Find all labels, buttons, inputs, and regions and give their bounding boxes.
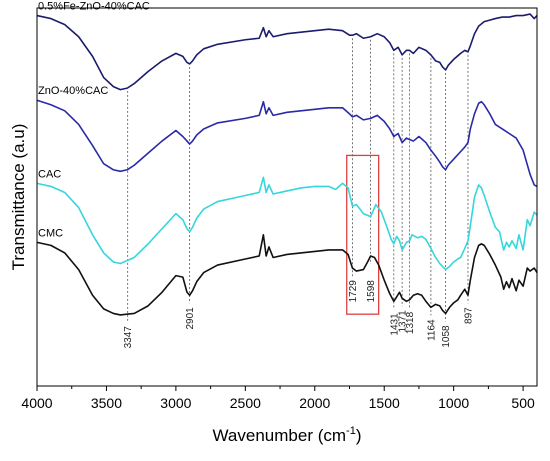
x-tick-label-3500: 3500: [91, 395, 122, 411]
reference-label-1431: 1431: [389, 313, 400, 336]
y-axis-label: Transmittance (a.u): [9, 124, 28, 271]
series-line-zno-40-cac: [36, 99, 538, 188]
x-axis-label-main: Wavenumber (cm: [213, 426, 347, 445]
reference-label-1729: 1729: [348, 280, 359, 303]
highlight-box: [346, 154, 380, 315]
x-axis-label-close: ): [356, 426, 362, 445]
x-tick-label-1500: 1500: [369, 395, 400, 411]
x-tick-label-3000: 3000: [160, 395, 191, 411]
reference-label-1371: 1371: [398, 310, 409, 333]
series-labels-layer: 0.5%Fe-ZnO-40%CAC ZnO-40%CAC CAC CMC: [38, 1, 150, 240]
series-label-0-5-fe-zno-40-cac: 0.5%Fe-ZnO-40%CAC: [38, 1, 150, 13]
reference-label-1058: 1058: [441, 325, 452, 348]
series-label-zno-40-cac: ZnO-40%CAC: [38, 85, 108, 97]
reference-label-2901: 2901: [185, 307, 196, 330]
reference-label-3347: 3347: [123, 326, 134, 349]
reference-label-897: 897: [463, 307, 474, 324]
series-label-cac: CAC: [38, 168, 61, 180]
series-line-cmc: [36, 234, 538, 316]
x-tick-label-1000: 1000: [438, 395, 469, 411]
x-axis-ticks: 4000 3500 3000 2500 2000 1500 1000 500: [21, 386, 535, 411]
highlight-layer: [346, 154, 380, 315]
reference-label-1318: 1318: [405, 311, 416, 334]
series-line-0-5-fe-zno-40-cac: [36, 13, 538, 91]
reference-label-1164: 1164: [426, 319, 437, 341]
reference-lines-layer: [127, 38, 469, 323]
x-tick-label-2000: 2000: [299, 395, 330, 411]
x-axis-label: Wavenumber (cm-1): [213, 425, 362, 445]
series-line-cac: [36, 176, 538, 271]
x-axis-label-superscript: -1: [346, 425, 356, 437]
series-layer: [36, 13, 538, 316]
x-tick-label-4000: 4000: [21, 395, 52, 411]
series-label-cmc: CMC: [38, 227, 63, 239]
x-tick-label-2500: 2500: [230, 395, 261, 411]
x-tick-label-500: 500: [511, 395, 535, 411]
reference-label-1598: 1598: [366, 280, 377, 303]
plot-frame: [36, 7, 538, 387]
